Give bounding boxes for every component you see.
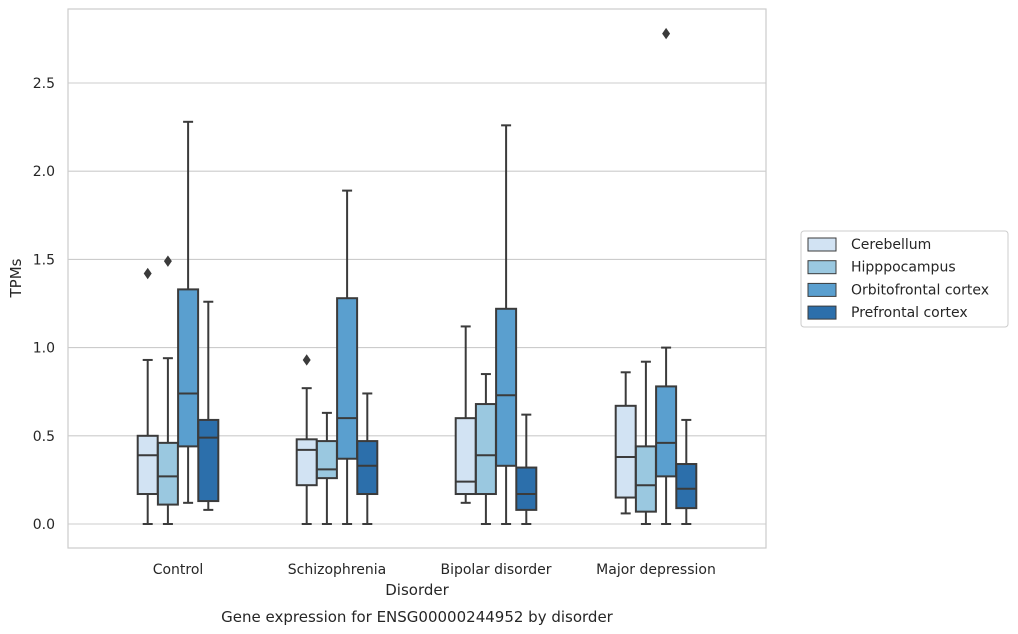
legend-item: Prefrontal cortex [807,305,968,321]
box-iqr [197,418,220,503]
outlier-point [662,27,671,40]
legend-swatch [807,237,837,252]
legend-item: Hipppocampus [807,260,956,276]
box-iqr [634,445,657,513]
y-tick-labels: 0.0 0.5 1.0 1.5 2.0 2.5 [33,76,55,533]
y-tick-label: 1.0 [33,341,55,357]
outlier-point [163,255,172,267]
box-prefrontal-cortex [515,413,538,525]
y-tick-label: 1.5 [33,252,55,268]
legend: Cerebellum Hipppocampus Orbitofrontal cort… [800,230,1009,328]
x-tick-label: Major depression [596,562,716,578]
y-tick-label: 2.5 [33,76,55,92]
box-iqr [655,385,678,478]
legend-swatch [807,260,837,275]
box-iqr [156,441,179,506]
x-axis-title: Disorder [385,581,449,599]
x-tick-label: Bipolar disorder [440,562,551,578]
box-orbitofrontal-cortex [336,189,359,525]
y-tick-label: 0.5 [33,429,55,445]
legend-item: Cerebellum [807,237,931,253]
box-hipppocampus [315,411,338,525]
box-orbitofrontal-cortex [177,120,200,504]
legend-label: Orbitofrontal cortex [851,282,989,298]
legend-label: Cerebellum [851,237,931,253]
box-prefrontal-cortex [675,418,698,525]
box-cerebellum [295,354,318,525]
y-axis-title: TPMs [7,258,25,298]
box-iqr [614,404,637,499]
legend-frame [800,230,1009,328]
legend-label: Prefrontal cortex [851,305,968,321]
legend-item: Orbitofrontal cortex [807,282,989,298]
box-cerebellum [136,267,159,525]
y-tick-label: 0.0 [33,517,55,533]
outlier-point [143,267,152,280]
box-prefrontal-cortex [197,300,220,511]
box-iqr [136,434,159,496]
outlier-point [302,354,311,366]
box-iqr [474,403,497,496]
box-iqr [336,297,359,460]
box-iqr [675,463,698,510]
x-tick-labels: Control Schizophrenia Bipolar disorder Majo… [153,562,716,578]
legend-label: Hipppocampus [851,260,956,276]
box-cerebellum [454,325,477,504]
x-tick-label: Control [153,562,204,578]
box-orbitofrontal-cortex [495,124,518,525]
y-tick-label: 2.0 [33,164,55,180]
box-iqr [515,466,538,511]
legend-swatch [807,305,837,320]
box-iqr [495,307,518,467]
box-hipppocampus [156,255,179,525]
box-cerebellum [614,371,637,515]
box-prefrontal-cortex [356,392,379,525]
box-hipppocampus [634,360,657,525]
plot-frame [67,8,767,549]
box-iqr [356,440,379,496]
box-iqr [295,438,318,487]
box-iqr [177,288,200,448]
box-orbitofrontal-cortex [655,27,678,525]
box-iqr [315,440,338,480]
chart-caption: Gene expression for ENSG00000244952 by d… [221,608,614,626]
x-tick-label: Schizophrenia [288,562,386,578]
legend-swatch [807,282,837,297]
boxes [136,27,698,525]
box-hipppocampus [474,373,497,525]
